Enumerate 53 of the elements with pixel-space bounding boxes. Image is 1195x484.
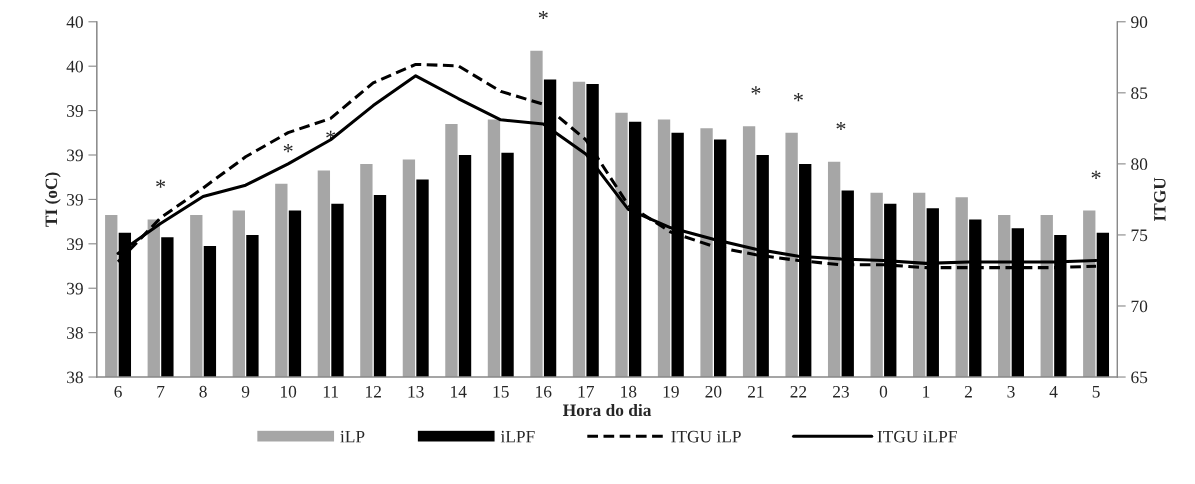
x-tick-label: 16 [536,385,552,398]
x-tick-label: 22 [790,385,807,398]
legend-label: ITGU iLP [671,430,741,443]
y-tick-label: 39 [67,238,83,251]
x-tick-label: 2 [964,385,972,398]
x-axis-title: Hora do dia [562,403,652,417]
x-tick-label: 20 [705,385,722,398]
y2-tick-label: 85 [1131,87,1148,100]
x-tick-label: 13 [408,385,424,398]
x-tick-label: 19 [663,385,679,398]
y2-axis-title: ITGU [1153,177,1166,222]
y-tick-label: 39 [67,193,83,206]
y2-tick-label: 70 [1131,300,1148,313]
y-tick-label: 39 [67,105,83,117]
y-tick-label: 39 [67,282,83,295]
annotation: * [538,10,548,20]
legend-label: iLPF [500,430,535,443]
x-tick-label: 14 [451,385,467,398]
y-tick-label: 38 [67,327,83,339]
x-tick-label: 15 [493,385,509,398]
y-tick-label: 40 [66,60,83,73]
annotation: * [1091,170,1101,179]
y-tick-label: 38 [67,371,83,384]
y2-tick-label: 90 [1131,16,1148,28]
x-tick-label: 18 [621,385,637,398]
y2-tick-label: 75 [1131,229,1148,242]
y2-tick-label: 65 [1131,371,1148,384]
annotation: * [156,179,166,188]
y2-tick-label: 80 [1131,158,1148,171]
x-tick-label: 17 [578,385,594,398]
legend-label: ITGU iLPF [877,430,957,443]
y-tick-label: 40 [66,16,83,28]
annotation: * [836,121,846,131]
y-tick-label: 39 [67,149,83,162]
x-tick-label: 23 [833,385,849,398]
x-tick-label: 11 [323,385,338,398]
x-tick-label: 3 [1007,385,1015,398]
y-axis-title: TI (oC) [44,172,61,227]
annotation: * [283,144,293,153]
x-tick-label: 0 [879,385,888,398]
x-tick-label: 9 [241,385,250,398]
x-tick-label: 12 [366,385,381,398]
x-tick-label: 10 [280,385,297,398]
x-tick-label: 8 [199,385,207,398]
x-tick-label: 4 [1049,385,1058,398]
x-tick-label: 5 [1092,386,1100,398]
x-tick-label: 1 [923,385,930,398]
legend-label: iLP [340,430,365,443]
x-tick-label: 21 [747,385,764,398]
x-tick-label: 7 [157,386,165,398]
annotation: * [793,93,803,102]
x-tick-label: 6 [114,385,122,398]
annotation: * [751,86,761,95]
